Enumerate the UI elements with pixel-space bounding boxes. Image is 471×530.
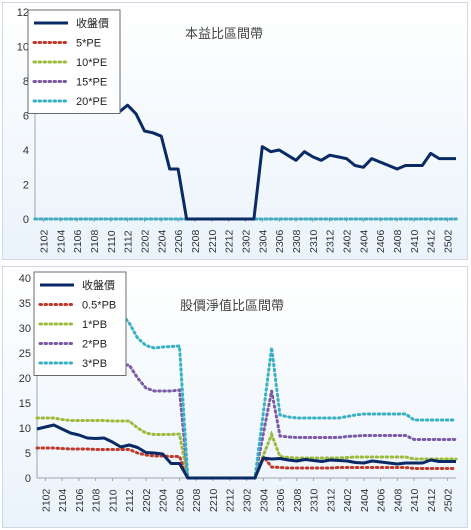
y-tick-label: 12 <box>17 7 29 19</box>
x-tick-label: 2208 <box>191 488 203 512</box>
x-tick-label: 2112 <box>124 489 136 512</box>
x-tick-label: 2412 <box>426 229 438 253</box>
legend-label: 15*PE <box>76 77 107 89</box>
x-tick-label: 2308 <box>292 488 304 512</box>
x-tick-label: 2110 <box>107 489 119 512</box>
x-tick-label: 2408 <box>392 488 404 512</box>
legend-label: 1*PB <box>82 319 107 331</box>
x-tick-label: 2312 <box>325 229 337 253</box>
x-tick-label: 2108 <box>91 488 103 512</box>
y-tick-label: 30 <box>19 323 31 335</box>
series-line-0 <box>36 423 456 480</box>
legend-label: 3*PB <box>82 358 107 370</box>
y-tick-label: 0 <box>23 214 29 226</box>
x-tick-label: 2204 <box>158 488 170 512</box>
legend-label: 2*PB <box>82 339 107 351</box>
legend-label: 收盤價 <box>76 16 109 30</box>
y-tick-label: 15 <box>19 398 31 410</box>
x-tick-label: 2406 <box>375 229 387 253</box>
y-tick-label: 20 <box>19 373 31 385</box>
x-tick-label: 2110 <box>106 230 118 253</box>
x-tick-label: 2308 <box>291 229 303 253</box>
legend-label: 收盤價 <box>82 278 115 292</box>
y-tick-label: 10 <box>17 42 29 54</box>
x-tick-label: 2404 <box>358 229 370 253</box>
x-tick-label: 2212 <box>224 229 236 253</box>
y-tick-label: 2 <box>23 180 29 192</box>
y-tick-label: 40 <box>19 273 31 285</box>
x-tick-label: 2302 <box>242 488 254 512</box>
x-tick-label: 2212 <box>225 488 237 512</box>
x-tick-label: 2202 <box>139 229 151 253</box>
x-tick-label: 2310 <box>308 229 320 253</box>
x-tick-label: 2312 <box>325 488 337 512</box>
x-tick-label: 2102 <box>40 488 52 512</box>
x-tick-label: 2402 <box>342 488 354 512</box>
x-tick-label: 2304 <box>257 229 269 253</box>
x-tick-label: 2302 <box>241 229 253 253</box>
chart-title: 本益比區間帶 <box>185 26 263 41</box>
x-tick-label: 2106 <box>74 488 86 512</box>
legend: 收盤價 5*PE 10*PE 15*PE 20*PE <box>27 9 121 114</box>
y-tick-label: 0 <box>25 473 31 485</box>
x-tick-label: 2102 <box>38 229 50 253</box>
x-tick-label: 2404 <box>359 488 371 512</box>
y-tick-label: 25 <box>19 348 31 360</box>
legend-label: 20*PE <box>76 96 107 108</box>
x-tick-label: 2202 <box>141 488 153 512</box>
series-line-2 <box>35 416 458 480</box>
x-tick-label: 2108 <box>89 229 101 253</box>
y-tick-label: 35 <box>19 298 31 310</box>
x-tick-label: 2104 <box>57 488 69 512</box>
x-tick-label: 2206 <box>173 229 185 253</box>
x-tick-label: 2408 <box>392 229 404 253</box>
y-tick-label: 4 <box>23 145 29 157</box>
legend-label: 0.5*PB <box>82 300 116 312</box>
x-tick-label: 2304 <box>258 488 270 512</box>
x-tick-label: 2306 <box>274 229 286 253</box>
legend-label: 10*PE <box>76 57 107 69</box>
x-tick-label: 2208 <box>190 229 202 253</box>
x-tick-label: 2210 <box>208 488 220 512</box>
x-tick-label: 2204 <box>156 229 168 253</box>
pb-band-chart: 0 5 10 15 20 25 30 35 40 2102 2104 2106 2108 2110 2112… <box>19 271 458 512</box>
y-tick-label: 10 <box>19 423 31 435</box>
x-tick-label: 2410 <box>409 488 421 512</box>
x-tick-label: 2210 <box>207 229 219 253</box>
y-tick-label: 6 <box>23 111 29 123</box>
x-tick-label: 2112 <box>123 230 135 253</box>
x-tick-label: 2502 <box>443 229 455 253</box>
legend-label: 5*PE <box>76 38 101 50</box>
y-tick-label: 8 <box>23 76 29 88</box>
x-tick-label: 2306 <box>275 488 287 512</box>
chart-title: 股價淨值比區間帶 <box>180 298 284 313</box>
y-tick-label: 5 <box>25 448 31 460</box>
x-tick-label: 2104 <box>55 229 67 253</box>
x-tick-label: 2410 <box>409 229 421 253</box>
x-tick-label: 2412 <box>426 488 438 512</box>
x-tick-label: 2206 <box>174 488 186 512</box>
x-tick-label: 2310 <box>309 488 321 512</box>
x-tick-label: 2406 <box>376 488 388 512</box>
x-tick-label: 2402 <box>342 229 354 253</box>
x-tick-label: 2502 <box>443 488 455 512</box>
pe-band-chart: 0 2 4 6 8 10 12 2102 2104 2106 2108 2110 2112 2202 220… <box>17 7 458 253</box>
x-tick-label: 2106 <box>72 229 84 253</box>
legend: 收盤價 0.5*PB 1*PB 2*PB 3*PB <box>33 271 127 376</box>
